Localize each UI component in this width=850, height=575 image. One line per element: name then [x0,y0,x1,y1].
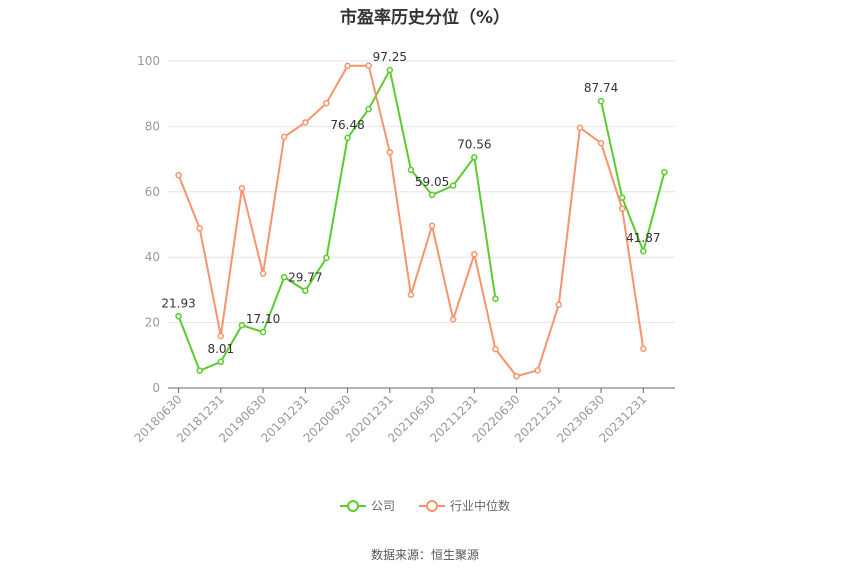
legend-item-company[interactable]: 公司 [339,497,395,514]
data-label: 59.05 [415,175,449,189]
industry-median-point [238,184,246,192]
legend-industry-label: 行业中位数 [450,499,511,513]
chart-title: 市盈率历史分位（%） [339,8,511,28]
data-label: 70.56 [457,137,491,151]
company-point [323,254,330,262]
data-label: 17.10 [246,312,280,326]
company-point [175,313,182,320]
industry-median-point [344,62,351,70]
data-label: 29.77 [288,271,322,285]
industry-median-line [177,64,645,378]
company-point [407,166,415,174]
y-tick-label: 60 [145,185,160,199]
data-label: 87.74 [584,81,618,95]
industry-median-point [280,133,288,141]
company-line [177,68,497,372]
company-point [238,321,246,329]
industry-median-point [640,345,647,353]
company-point [449,182,457,189]
legend-company-symbol [339,499,366,512]
industry-median-point [471,251,478,258]
company-point [492,295,499,302]
legend-company-label: 公司 [370,499,395,513]
data-label: 21.93 [161,296,195,310]
company-point [196,367,203,374]
legend-industry-symbol [419,499,445,512]
y-tick-label: 0 [152,381,160,395]
industry-median-point [576,124,584,131]
data-label: 97.25 [373,50,407,64]
legend-item-industry-median[interactable]: 行业中位数 [419,497,510,514]
industry-median-point [618,205,626,213]
legend: 公司 行业中位数 [0,497,850,514]
company-point [365,105,372,113]
company-point [344,134,351,142]
industry-median-point [196,225,203,232]
company-point [597,97,605,105]
company-point [280,273,288,281]
industry-median-point [217,332,225,340]
industry-median-point [259,270,267,277]
company-point [386,66,394,74]
company-line [600,100,666,253]
industry-median-point [428,222,436,230]
industry-median-point [492,345,499,353]
industry-median-point [302,119,309,126]
y-tick-label: 20 [145,316,160,330]
company-point [618,194,626,201]
industry-median-point [175,171,182,179]
industry-median-point [597,139,605,147]
data-label: 41.87 [626,231,660,245]
data-label: 76.48 [330,118,364,132]
y-tick-label: 100 [137,54,160,68]
industry-median-point [365,62,372,69]
company-point [302,287,309,294]
company-point [640,247,647,255]
industry-median-point [323,99,330,107]
data-labels: 21.93 8.01 17.10 29.77 76.48 97.25 59.05 70.56 8… [161,50,660,356]
y-tick-label: 40 [145,250,160,264]
company-point [217,358,225,366]
company-point [471,154,478,161]
company-point [661,168,668,176]
industry-median-point [555,301,563,308]
series-lines [175,62,668,380]
y-tick-label: 80 [145,119,160,133]
source-note: 数据来源：恒生聚源 [370,548,479,562]
industry-median-point [386,148,394,156]
industry-median-point [407,291,415,299]
company-point [428,191,436,199]
data-label: 8.01 [207,342,234,356]
company-point [259,328,267,336]
industry-median-point [513,372,520,380]
industry-median-point [449,316,457,323]
industry-median-point [534,367,541,374]
